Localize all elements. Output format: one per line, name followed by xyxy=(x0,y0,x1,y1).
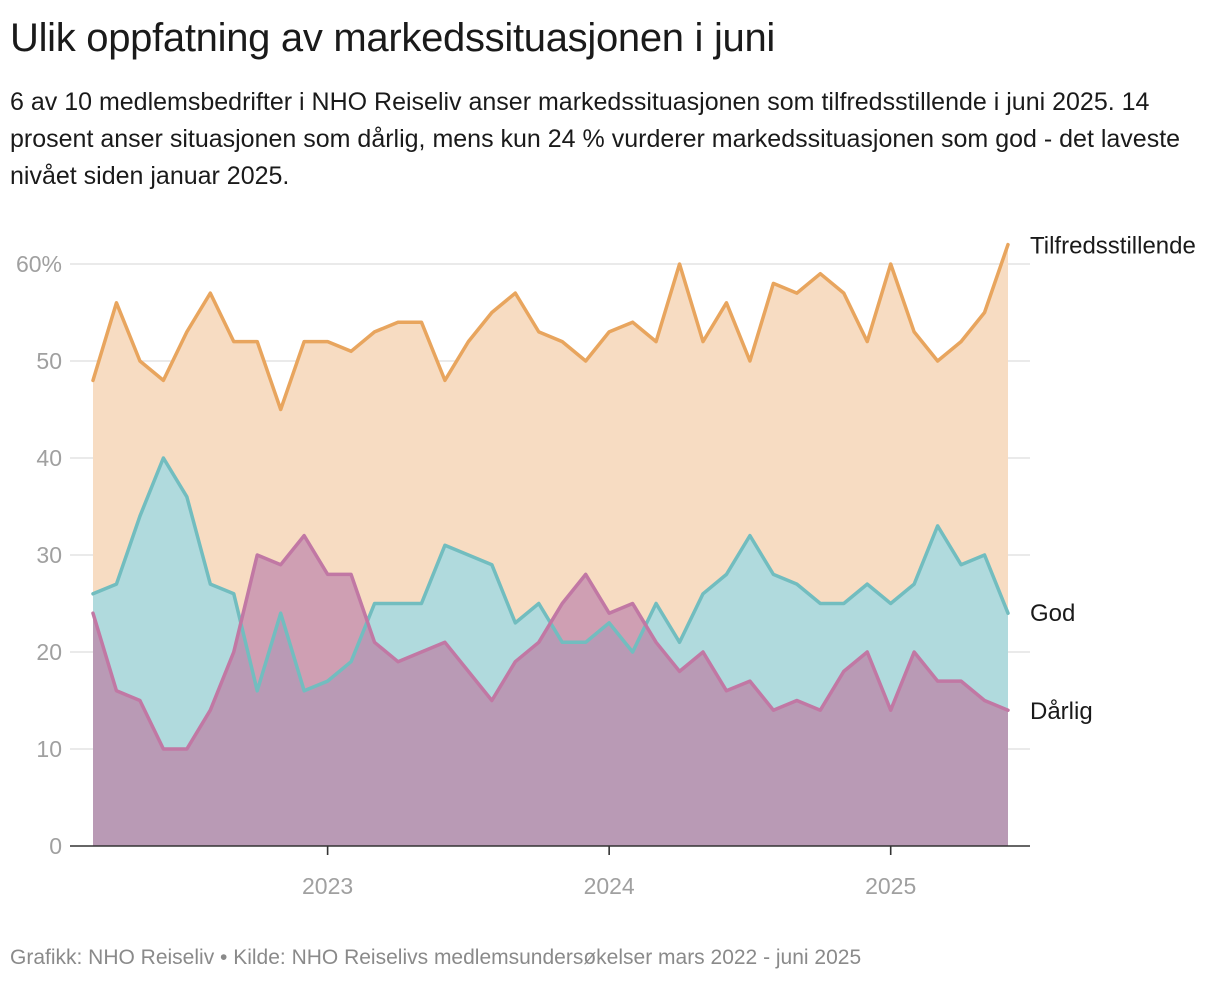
source-footer: Grafikk: NHO Reiseliv • Kilde: NHO Reise… xyxy=(10,946,862,969)
label-layer: Tilfredsstillende God Dårlig xyxy=(1030,233,1196,726)
y-tick-label: 50 xyxy=(36,348,62,374)
axis-layer: 0 10 20 30 40 50 60% 2023 2024 2025 xyxy=(16,251,1030,899)
series-label-god: God xyxy=(1030,600,1075,627)
x-tick-label: 2024 xyxy=(584,873,635,899)
line-darlig xyxy=(91,533,1010,751)
chart-subtitle: 6 av 10 medlemsbedrifter i NHO Reiseliv … xyxy=(10,88,1181,190)
x-tick-label: 2025 xyxy=(865,873,916,899)
y-tick-label: 30 xyxy=(36,542,62,568)
fill-layer xyxy=(93,244,1008,847)
line-tilfredsstillende xyxy=(91,242,1010,412)
line-layer xyxy=(91,242,1010,751)
series-label-darlig: Dårlig xyxy=(1030,698,1093,725)
series-label-tilfredsstillende: Tilfredsstillende xyxy=(1030,233,1196,260)
y-tick-label: 10 xyxy=(36,736,62,762)
y-tick-label: 20 xyxy=(36,639,62,665)
y-tick-label: 0 xyxy=(49,833,62,859)
y-tick-label: 60% xyxy=(16,251,62,277)
chart-title: Ulik oppfatning av markedssituasjonen i … xyxy=(10,16,776,60)
x-tick-label: 2023 xyxy=(302,873,353,899)
y-tick-label: 40 xyxy=(36,445,62,471)
